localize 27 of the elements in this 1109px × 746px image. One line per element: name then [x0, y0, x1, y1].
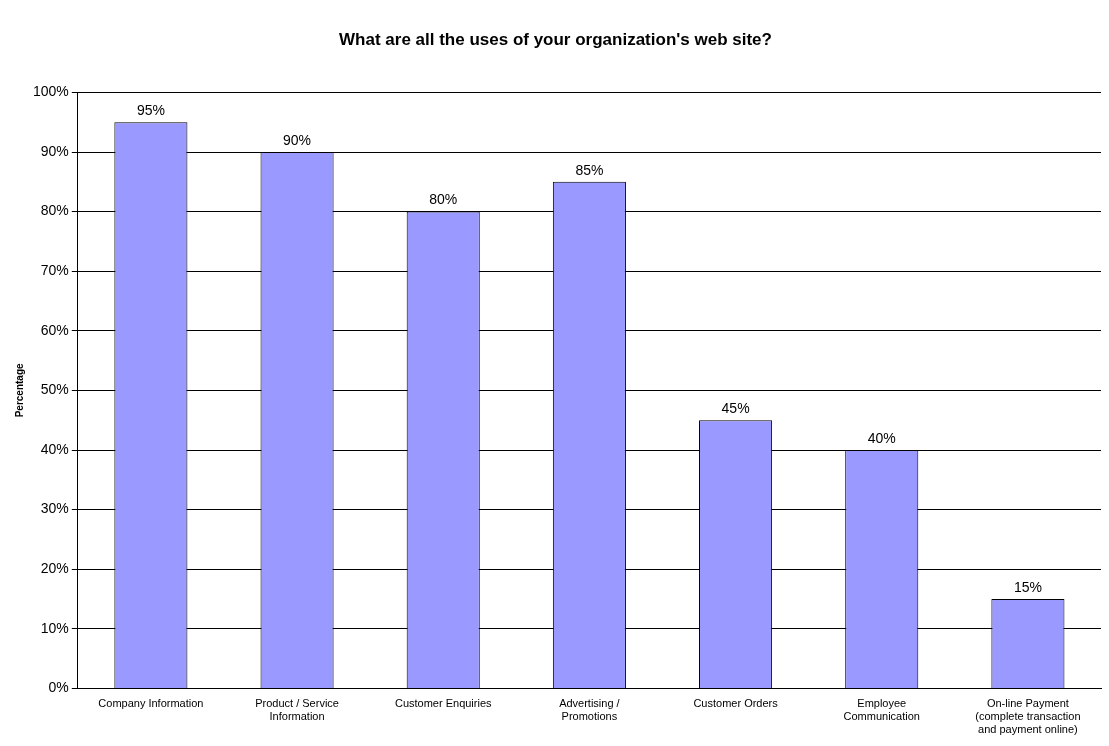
- chart-title: What are all the uses of your organization's web site?: [339, 29, 772, 49]
- x-tick-label: On-line Payment (complete transaction and payment online): [975, 697, 1081, 736]
- y-axis-title: Percentage: [13, 363, 25, 418]
- x-tick-label: Product / Service Information: [255, 697, 339, 723]
- x-tick-label: Employee Communication: [843, 697, 920, 723]
- y-tick-label: 60%: [40, 321, 69, 338]
- y-tick-label: 70%: [40, 262, 69, 279]
- data-label: 80%: [429, 191, 458, 208]
- y-tick-label: 90%: [40, 142, 69, 159]
- y-tick-label: 10%: [40, 619, 69, 636]
- data-label: 40%: [867, 429, 896, 446]
- x-tick-label: Advertising / Promotions: [559, 697, 621, 723]
- y-tick-label: 100%: [32, 83, 69, 100]
- y-tick-label: 50%: [40, 381, 69, 398]
- y-tick-label: 40%: [40, 440, 69, 457]
- data-label: 85%: [575, 161, 604, 178]
- data-label: 90%: [283, 131, 312, 148]
- y-tick-label: 30%: [40, 500, 69, 517]
- data-label: 95%: [136, 102, 165, 119]
- x-tick-label: Customer Orders: [693, 697, 779, 710]
- data-label: 15%: [1013, 578, 1042, 595]
- y-tick-label: 20%: [40, 560, 69, 577]
- data-label: 45%: [721, 400, 750, 417]
- y-tick-label: 0%: [48, 679, 69, 696]
- x-tick-label: Company Information: [98, 697, 204, 710]
- x-tick-label: Customer Enquiries: [394, 697, 493, 710]
- y-tick-label: 80%: [40, 202, 69, 219]
